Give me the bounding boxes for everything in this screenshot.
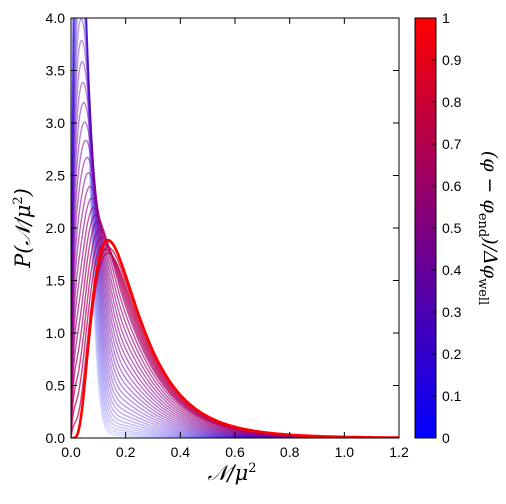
y-axis-title: P(𝒩/μ2) bbox=[11, 188, 35, 269]
y-tick-label: 0.0 bbox=[46, 430, 66, 446]
colorbar-tick-label: 0.8 bbox=[442, 94, 462, 110]
colorbar-tick-label: 0.5 bbox=[442, 220, 462, 236]
x-axis-title: 𝒩/μ2 bbox=[207, 461, 256, 485]
y-axis-ticks: 0.0 0.5 1.0 1.5 2.0 2.5 3.0 3.5 4.0 bbox=[46, 10, 399, 446]
y-tick-label: 1.0 bbox=[46, 325, 66, 341]
colorbar-tick-label: 0.4 bbox=[442, 262, 462, 278]
colorbar-tick-label: 0.6 bbox=[442, 178, 462, 194]
x-tick-label: 1.0 bbox=[335, 444, 355, 460]
colorbar-tick-label: 0.7 bbox=[442, 136, 462, 152]
x-axis-ticks: 0.0 0.2 0.4 0.6 0.8 1.0 1.2 bbox=[61, 18, 409, 460]
y-tick-label: 1.5 bbox=[46, 273, 66, 289]
colorbar-tick-label: 0.9 bbox=[442, 52, 462, 68]
x-tick-label: 0.4 bbox=[171, 444, 191, 460]
colorbar-ticks: 0 0.1 0.2 0.3 0.4 0.5 0.6 0.7 0.8 0.9 1 bbox=[431, 10, 462, 446]
colorbar-tick-label: 0.1 bbox=[442, 388, 462, 404]
x-tick-label: 0.8 bbox=[280, 444, 300, 460]
x-tick-label: 1.2 bbox=[389, 444, 409, 460]
colorbar-tick-label: 0.3 bbox=[442, 304, 462, 320]
colorbar-tick-label: 1 bbox=[442, 10, 450, 26]
y-tick-label: 3.5 bbox=[46, 63, 66, 79]
y-tick-label: 2.0 bbox=[46, 220, 66, 236]
colorbar-tick-label: 0.2 bbox=[442, 346, 462, 362]
plot-background bbox=[71, 18, 399, 438]
y-tick-label: 0.5 bbox=[46, 378, 66, 394]
x-tick-label: 0.2 bbox=[116, 444, 136, 460]
y-tick-label: 3.0 bbox=[46, 115, 66, 131]
x-tick-label: 0.6 bbox=[225, 444, 245, 460]
y-tick-label: 4.0 bbox=[46, 10, 66, 26]
y-tick-label: 2.5 bbox=[46, 168, 66, 184]
colorbar-tick-label: 0 bbox=[442, 430, 450, 446]
x-tick-label: 0.0 bbox=[61, 444, 81, 460]
colorbar-title: (φ − φend)/Δφwell bbox=[475, 151, 501, 305]
